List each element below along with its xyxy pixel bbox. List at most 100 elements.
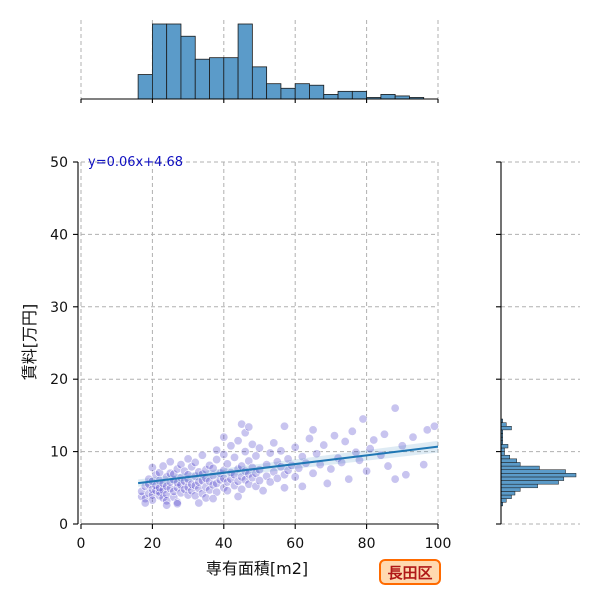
scatter-point: [308, 425, 318, 435]
scatter-point: [272, 473, 282, 483]
y-hist-bar: [500, 498, 507, 503]
scatter-point: [222, 459, 232, 469]
tick-labels: 0 20 40 60 80 100 0 10 20 30 40 50: [50, 155, 451, 552]
y-hist-bar: [500, 480, 559, 485]
scatter-point: [190, 491, 200, 501]
scatter-point: [183, 454, 193, 464]
scatter-point: [169, 486, 179, 496]
y-hist-bar: [500, 462, 521, 467]
x-hist-bar: [237, 23, 253, 100]
scatter-point: [165, 457, 175, 467]
x-hist-bar: [351, 90, 368, 100]
scatter-point: [162, 500, 172, 510]
scatter-point: [147, 463, 157, 473]
scatter-point: [237, 419, 247, 429]
x-hist-bar: [294, 83, 310, 100]
y-hist-bar: [500, 473, 577, 478]
scatter-point: [190, 457, 200, 467]
scatter-point: [401, 470, 411, 480]
y-tick-label: 10: [50, 445, 68, 461]
scatter-point: [422, 425, 432, 435]
regression-line: [137, 445, 439, 485]
scatter-point: [237, 472, 247, 482]
scatter-point: [390, 403, 400, 413]
y-hist-bar: [500, 454, 510, 460]
y-hist-bar: [500, 483, 538, 489]
y-tick-label: 30: [50, 300, 68, 316]
scatter-point: [140, 498, 150, 508]
scatter-point: [312, 449, 322, 459]
scatter-point: [308, 468, 318, 478]
y-hist-bar: [500, 458, 517, 463]
x-hist-bar: [223, 57, 239, 100]
y-tick-label: 40: [50, 227, 68, 243]
x-tick-label: 40: [215, 536, 233, 552]
x-hist-bar: [151, 23, 168, 100]
scatter-point: [429, 421, 439, 431]
scatter-point: [176, 488, 186, 498]
scatter-point: [419, 460, 429, 470]
y-hist-bar: [500, 465, 540, 470]
scatter-point: [158, 493, 168, 503]
x-hist-bar: [194, 58, 210, 100]
scatter-point: [219, 473, 229, 483]
scatter-point: [194, 477, 204, 487]
scatter-point: [147, 484, 157, 494]
scatter-point: [151, 486, 161, 496]
scatter-point: [187, 479, 197, 489]
scatter-point: [190, 481, 200, 491]
x-hist-bar: [209, 57, 225, 100]
scatter-point: [362, 466, 372, 476]
scatter-point: [147, 495, 157, 505]
scatter-point: [290, 472, 300, 482]
scatter-point: [344, 474, 354, 484]
scatter-point: [390, 474, 400, 484]
scatter-point: [279, 421, 289, 431]
x-hist-bar: [323, 94, 339, 100]
y-axis-title: 賃料[万円]: [20, 304, 39, 381]
scatter-point: [290, 442, 300, 452]
scatter-point: [379, 429, 389, 439]
scatter-point: [329, 431, 339, 441]
scatter-point: [165, 484, 175, 494]
scatter-point: [233, 436, 243, 446]
x-hist-bar: [137, 74, 153, 100]
scatter-point: [340, 436, 350, 446]
y-hist-bar: [500, 491, 516, 496]
scatter-point: [194, 498, 204, 508]
scatter-point: [187, 486, 197, 496]
scatter-point: [297, 481, 307, 491]
scatter-point: [347, 426, 357, 436]
scatter-point: [230, 452, 240, 462]
scatter-point: [208, 480, 218, 490]
x-tick-label: 60: [286, 536, 304, 552]
scatter-point: [279, 483, 289, 493]
y-hist-bar: [500, 476, 565, 481]
scatter-point: [265, 477, 275, 487]
scatter-point: [276, 446, 286, 456]
scatter-point: [247, 439, 257, 449]
scatter-point: [172, 483, 182, 493]
x-tick-label: 0: [77, 536, 86, 552]
scatter-point: [397, 441, 407, 451]
scatter-point: [205, 460, 215, 470]
scatter-point: [226, 441, 236, 451]
scatter-point: [183, 482, 193, 492]
scatter-point: [222, 486, 232, 496]
scatter-point: [212, 445, 222, 455]
y-marginal-histogram: [500, 418, 577, 507]
scatter-point: [265, 448, 275, 458]
y-hist-bar: [500, 422, 507, 427]
x-hist-bar: [266, 83, 282, 100]
scatter-point: [251, 481, 261, 491]
x-hist-bar: [180, 35, 196, 100]
scatter-point: [215, 475, 225, 485]
scatter-point: [201, 493, 211, 503]
y-tick-label: 0: [59, 517, 68, 533]
regression-confidence-band: [138, 440, 438, 487]
scatter-point: [219, 432, 229, 442]
scatter-point: [212, 478, 222, 488]
scatter-point: [326, 464, 336, 474]
scatter-point: [208, 463, 218, 473]
